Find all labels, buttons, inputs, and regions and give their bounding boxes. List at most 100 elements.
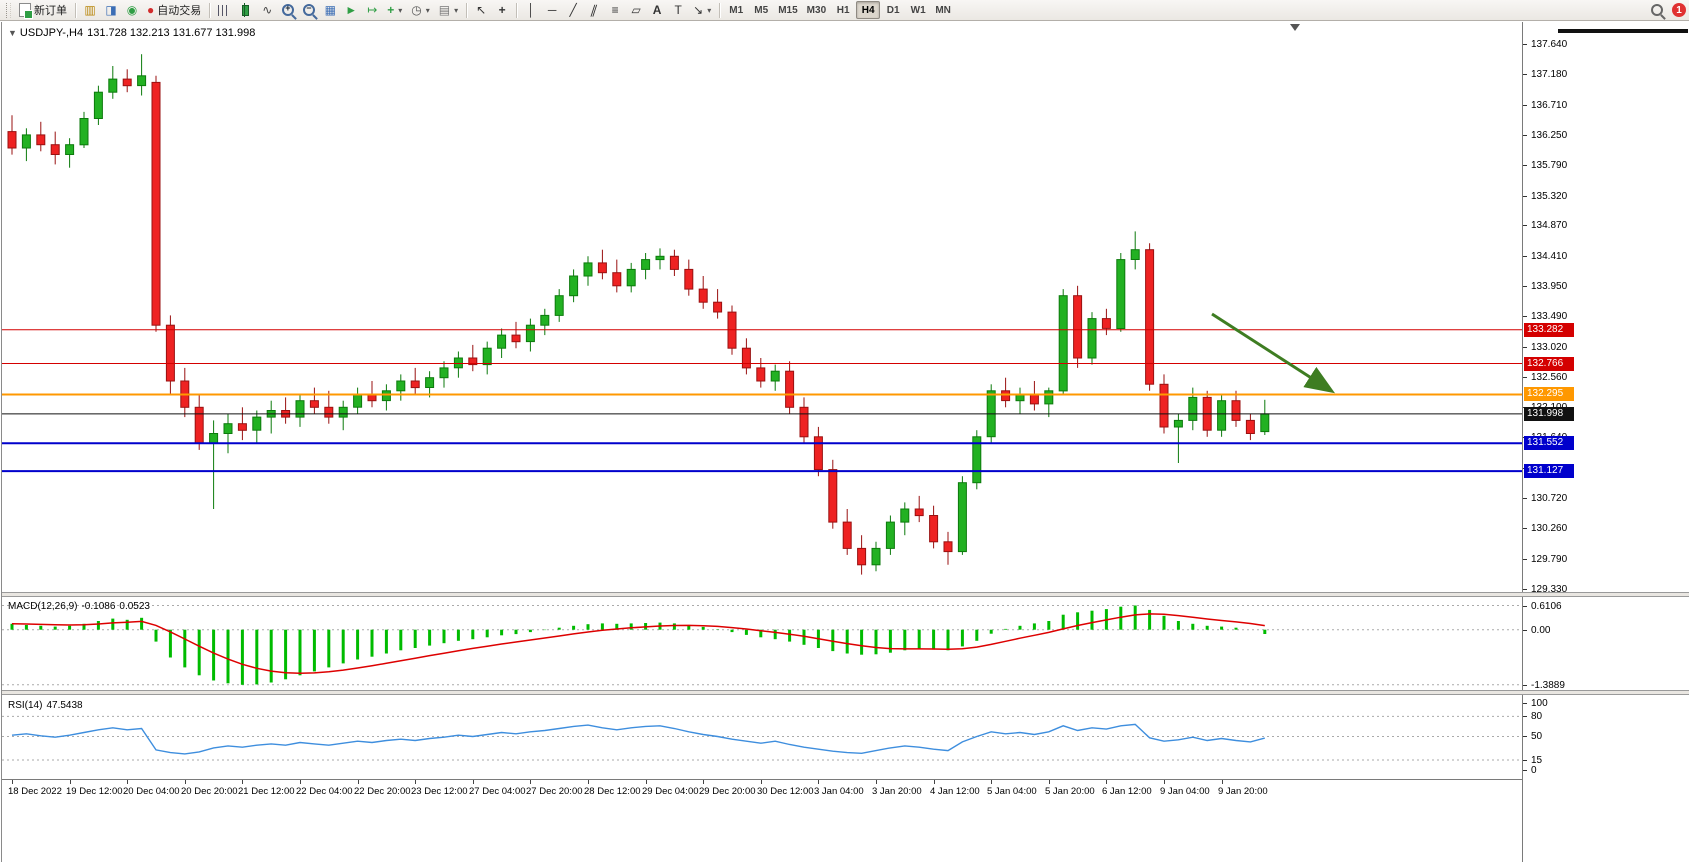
candle-up xyxy=(93,91,103,119)
shapes-icon: ▱ xyxy=(631,3,641,17)
candle-up xyxy=(1188,396,1198,421)
auto-scroll-button[interactable]: ► xyxy=(341,1,361,19)
candle-up xyxy=(453,357,463,369)
candle-down xyxy=(122,78,132,87)
time-axis-label: 23 Dec 12:00 xyxy=(411,786,468,797)
timeframe-m30-button[interactable]: M30 xyxy=(803,1,830,19)
price-level-tag: 132.295 xyxy=(1524,387,1574,401)
periods-button[interactable]: ◷ ▾ xyxy=(407,1,434,19)
line-chart-type-button[interactable]: ∿ xyxy=(257,1,277,19)
notification-badge[interactable]: 1 xyxy=(1672,3,1686,17)
candle-up xyxy=(1044,390,1054,405)
price-axis-label: 133.490 xyxy=(1531,311,1568,322)
timeframe-h1-button[interactable]: H1 xyxy=(831,1,855,19)
cursor-button[interactable]: ↖ xyxy=(471,1,491,19)
chart-shift-marker xyxy=(1290,24,1300,31)
fibonacci-tool-button[interactable]: ≡ xyxy=(605,1,625,19)
candle-up xyxy=(209,433,219,444)
time-axis-tick xyxy=(415,780,416,784)
axis-tick xyxy=(1523,716,1527,717)
horizontal-line-icon: ─ xyxy=(547,3,557,17)
axis-tick xyxy=(1523,377,1527,378)
zoom-out-button[interactable]: − xyxy=(299,1,319,19)
candle-up xyxy=(770,370,780,382)
price-axis-label: 130.720 xyxy=(1531,493,1568,504)
horizontal-line-tool-button[interactable]: ─ xyxy=(542,1,562,19)
axis-tick xyxy=(1523,196,1527,197)
charts-list-button[interactable]: ▥ xyxy=(80,1,100,19)
timeframe-m1-button[interactable]: M1 xyxy=(724,1,748,19)
profiles-button[interactable]: ◨ xyxy=(101,1,121,19)
candle-down xyxy=(842,521,852,549)
candle-up xyxy=(497,334,507,349)
candle-up xyxy=(79,118,89,146)
profiles-icon: ◨ xyxy=(105,3,117,17)
rsi-axis-label: 80 xyxy=(1531,711,1543,722)
timeframe-m5-button[interactable]: M5 xyxy=(749,1,773,19)
toolbar-separator xyxy=(719,2,721,18)
macd-canvas[interactable] xyxy=(2,598,1522,690)
price-axis-label: 136.710 xyxy=(1531,100,1568,111)
timeframe-d1-button[interactable]: D1 xyxy=(881,1,905,19)
zoom-out-minus: − xyxy=(306,3,312,13)
macd-name: MACD(12,26,9) xyxy=(8,601,78,612)
candle-down xyxy=(151,81,161,326)
search-button[interactable] xyxy=(1647,1,1667,19)
timeframe-m15-button[interactable]: M15 xyxy=(774,1,801,19)
one-click-trading-toggle[interactable]: ▼ xyxy=(8,28,17,38)
dropdown-caret-icon: ▾ xyxy=(398,5,403,15)
crosshair-button[interactable]: + xyxy=(492,1,512,19)
bar-chart-type-button[interactable] xyxy=(214,1,234,19)
candle-up xyxy=(439,367,449,379)
price-axis[interactable]: 137.640 137.180 136.710 136.250 135.790 135.3… xyxy=(1522,22,1689,862)
trendline-tool-button[interactable]: ╱ xyxy=(563,1,583,19)
candle-up xyxy=(972,436,982,484)
candle-up xyxy=(1058,295,1068,392)
price-axis-label: 133.020 xyxy=(1531,342,1568,353)
panel-splitter[interactable] xyxy=(2,592,1689,597)
candle-down xyxy=(684,268,694,290)
price-level-tag: 131.127 xyxy=(1524,464,1574,478)
candle-up xyxy=(1130,249,1140,260)
timeframe-h4-button[interactable]: H4 xyxy=(856,1,881,19)
text-tool-button[interactable]: A xyxy=(647,1,667,19)
time-axis-tick xyxy=(300,780,301,784)
arrows-tool-button[interactable]: ↘ ▾ xyxy=(689,1,715,19)
vertical-line-tool-button[interactable]: │ xyxy=(521,1,541,19)
time-axis-tick xyxy=(12,780,13,784)
tile-windows-button[interactable]: ▦ xyxy=(320,1,340,19)
candle-down xyxy=(511,334,521,343)
axis-tick xyxy=(1523,559,1527,560)
candle-up xyxy=(223,423,233,435)
label-tool-button[interactable]: T xyxy=(668,1,688,19)
main-chart-canvas[interactable] xyxy=(2,22,1522,592)
templates-button[interactable]: ▤ ▾ xyxy=(435,1,462,19)
panel-splitter[interactable] xyxy=(2,690,1689,695)
rsi-indicator-label: RSI(14) 47.5438 xyxy=(8,700,87,711)
new-chart-button[interactable]: + ▾ xyxy=(383,1,406,19)
green-arrow-annotation xyxy=(1211,312,1336,394)
timeframe-w1-button[interactable]: W1 xyxy=(906,1,930,19)
trendline-icon: ╱ xyxy=(569,3,577,17)
candle-up xyxy=(1087,318,1097,359)
candlestick-chart-type-button[interactable] xyxy=(235,1,256,19)
candle-up xyxy=(871,547,881,566)
timeframe-mn-button[interactable]: MN xyxy=(931,1,955,19)
time-axis[interactable]: 18 Dec 2022 19 Dec 12:00 20 Dec 04:00 20 De… xyxy=(2,779,1522,862)
channel-tool-button[interactable]: ∥ xyxy=(584,1,604,19)
shapes-tool-button[interactable]: ▱ xyxy=(626,1,646,19)
rsi-canvas[interactable] xyxy=(2,697,1522,777)
zoom-in-button[interactable]: + xyxy=(278,1,298,19)
toolbar-separator xyxy=(75,2,76,18)
time-axis-label: 29 Dec 20:00 xyxy=(699,786,756,797)
autotrading-button[interactable]: ● 自动交易 xyxy=(143,1,205,19)
candle-down xyxy=(194,406,204,444)
candle-up xyxy=(1217,400,1227,431)
candle-down xyxy=(1231,400,1241,421)
channel-icon: ∥ xyxy=(588,3,600,17)
chart-shift-button[interactable]: ↦ xyxy=(362,1,382,19)
axis-tick xyxy=(1523,630,1527,631)
toolbar-grip[interactable] xyxy=(6,2,11,18)
data-window-button[interactable]: ◉ xyxy=(122,1,142,19)
new-order-button[interactable]: 新订单 xyxy=(15,1,71,19)
